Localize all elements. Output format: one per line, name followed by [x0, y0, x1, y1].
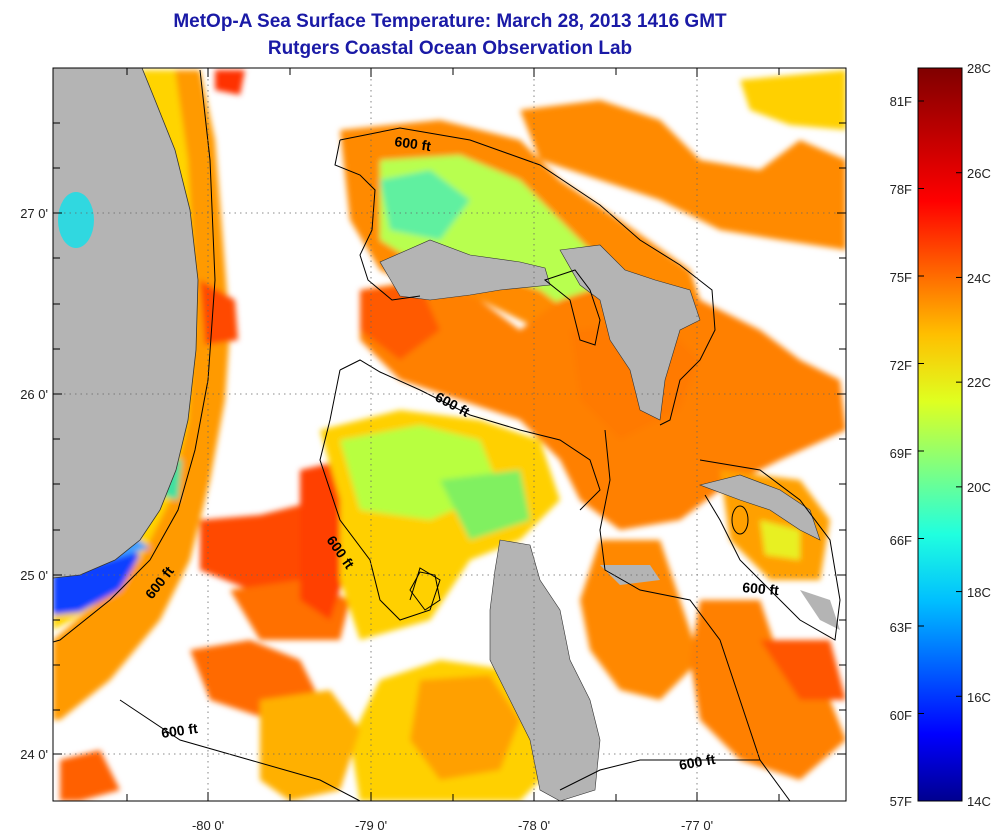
isobath-central [339, 359, 601, 511]
colorbar-f-label: 69F [890, 446, 912, 461]
colorbar-c-label: 24C [967, 271, 991, 286]
isobath-label-southeast: 600 ft [678, 751, 717, 773]
colorbar-f-label: 57F [890, 794, 912, 809]
lon-label-79: -79 0' [355, 818, 387, 833]
colorbar-strip [917, 67, 963, 802]
isobath-east [599, 429, 791, 801]
lon-label-78: -78 0' [518, 818, 550, 833]
map-subtitle: Rutgers Coastal Ocean Observation Lab [267, 38, 633, 59]
land-grand-bahama [379, 239, 551, 301]
colorbar-c-label: 16C [967, 690, 991, 705]
colorbar-c-label: 22C [967, 375, 991, 390]
colorbar-f-label: 72F [890, 358, 912, 373]
land-abaco [559, 244, 701, 421]
lat-label-27: 27 0' [20, 206, 48, 221]
colorbar-c-label: 14C [967, 794, 991, 809]
isobath-little-bahama [339, 127, 716, 426]
colorbar-c-label: 28C [967, 61, 991, 76]
isobath-south [119, 699, 361, 801]
isobaths [53, 69, 841, 801]
colorbar: 81F 78F 75F 72F 69F 66F 63F 60F 57F 28C … [890, 61, 991, 809]
colorbar-f-label: 75F [890, 270, 912, 285]
longitude-labels: -80 0' -79 0' -78 0' -77 0' [192, 818, 713, 833]
map-grid [53, 68, 846, 801]
colorbar-f-label: 81F [890, 94, 912, 109]
land-eleuthera [698, 474, 821, 541]
isobath-label-north: 600 ft [394, 133, 433, 154]
land-masses [53, 68, 840, 801]
map-frame [52, 67, 847, 802]
colorbar-f-label: 66F [890, 533, 912, 548]
isobath-label-east: 600 ft [742, 579, 780, 598]
map-area: 600 ft 600 ft 600 ft 600 ft 600 ft 600 f… [53, 68, 846, 801]
land-andros [489, 539, 601, 801]
isobath-florida [53, 69, 216, 643]
latitude-labels: 27 0' 26 0' 25 0' 24 0' [20, 206, 48, 762]
land-florida [53, 68, 199, 579]
colorbar-f-label: 78F [890, 182, 912, 197]
colorbar-f-label: 63F [890, 620, 912, 635]
lon-label-77: -77 0' [681, 818, 713, 833]
colorbar-c-label: 26C [967, 166, 991, 181]
lat-label-26: 26 0' [20, 387, 48, 402]
map-title: MetOp-A Sea Surface Temperature: March 2… [173, 11, 727, 32]
colorbar-c-label: 18C [967, 585, 991, 600]
lat-label-24: 24 0' [20, 747, 48, 762]
map-ticks [53, 68, 846, 801]
lon-label-80: -80 0' [192, 818, 224, 833]
isobath-label-south: 600 ft [160, 720, 199, 741]
colorbar-f-label: 60F [890, 708, 912, 723]
lat-label-25: 25 0' [20, 568, 48, 583]
colorbar-c-label: 20C [967, 480, 991, 495]
